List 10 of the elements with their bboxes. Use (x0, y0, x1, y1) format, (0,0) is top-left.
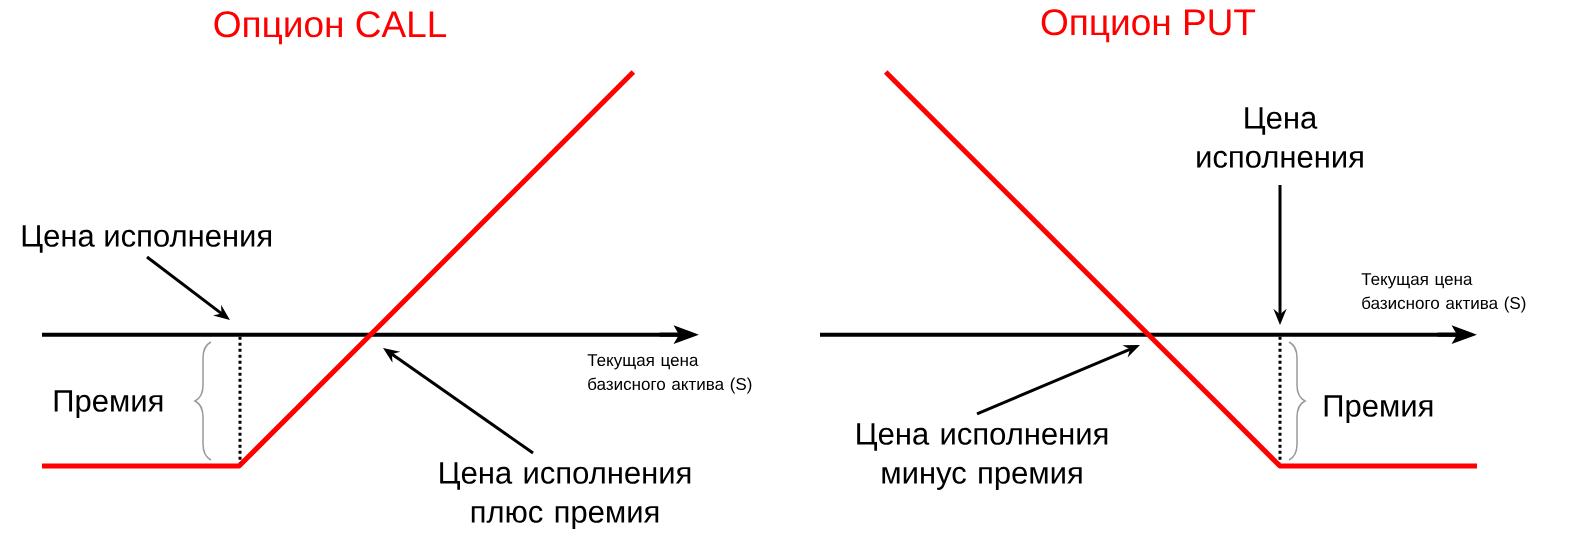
chart-title: Опцион PUT (1041, 9, 1256, 43)
annotation: Цена исполнения плюс премия (440, 462, 691, 529)
annotation: Цена исполнения (1197, 107, 1363, 168)
annotation: Премия (1324, 395, 1433, 423)
annotation: Премия (54, 390, 163, 418)
x-axis-title: Текущая цена базисного актива (S) (1361, 273, 1526, 313)
chart-title: Опцион CALL (214, 11, 447, 45)
annotation: Цена исполнения (22, 225, 272, 253)
annotation: Цена исполнения минус премия (857, 423, 1108, 490)
x-axis-title: Текущая цена базисного актива (S) (587, 354, 752, 394)
